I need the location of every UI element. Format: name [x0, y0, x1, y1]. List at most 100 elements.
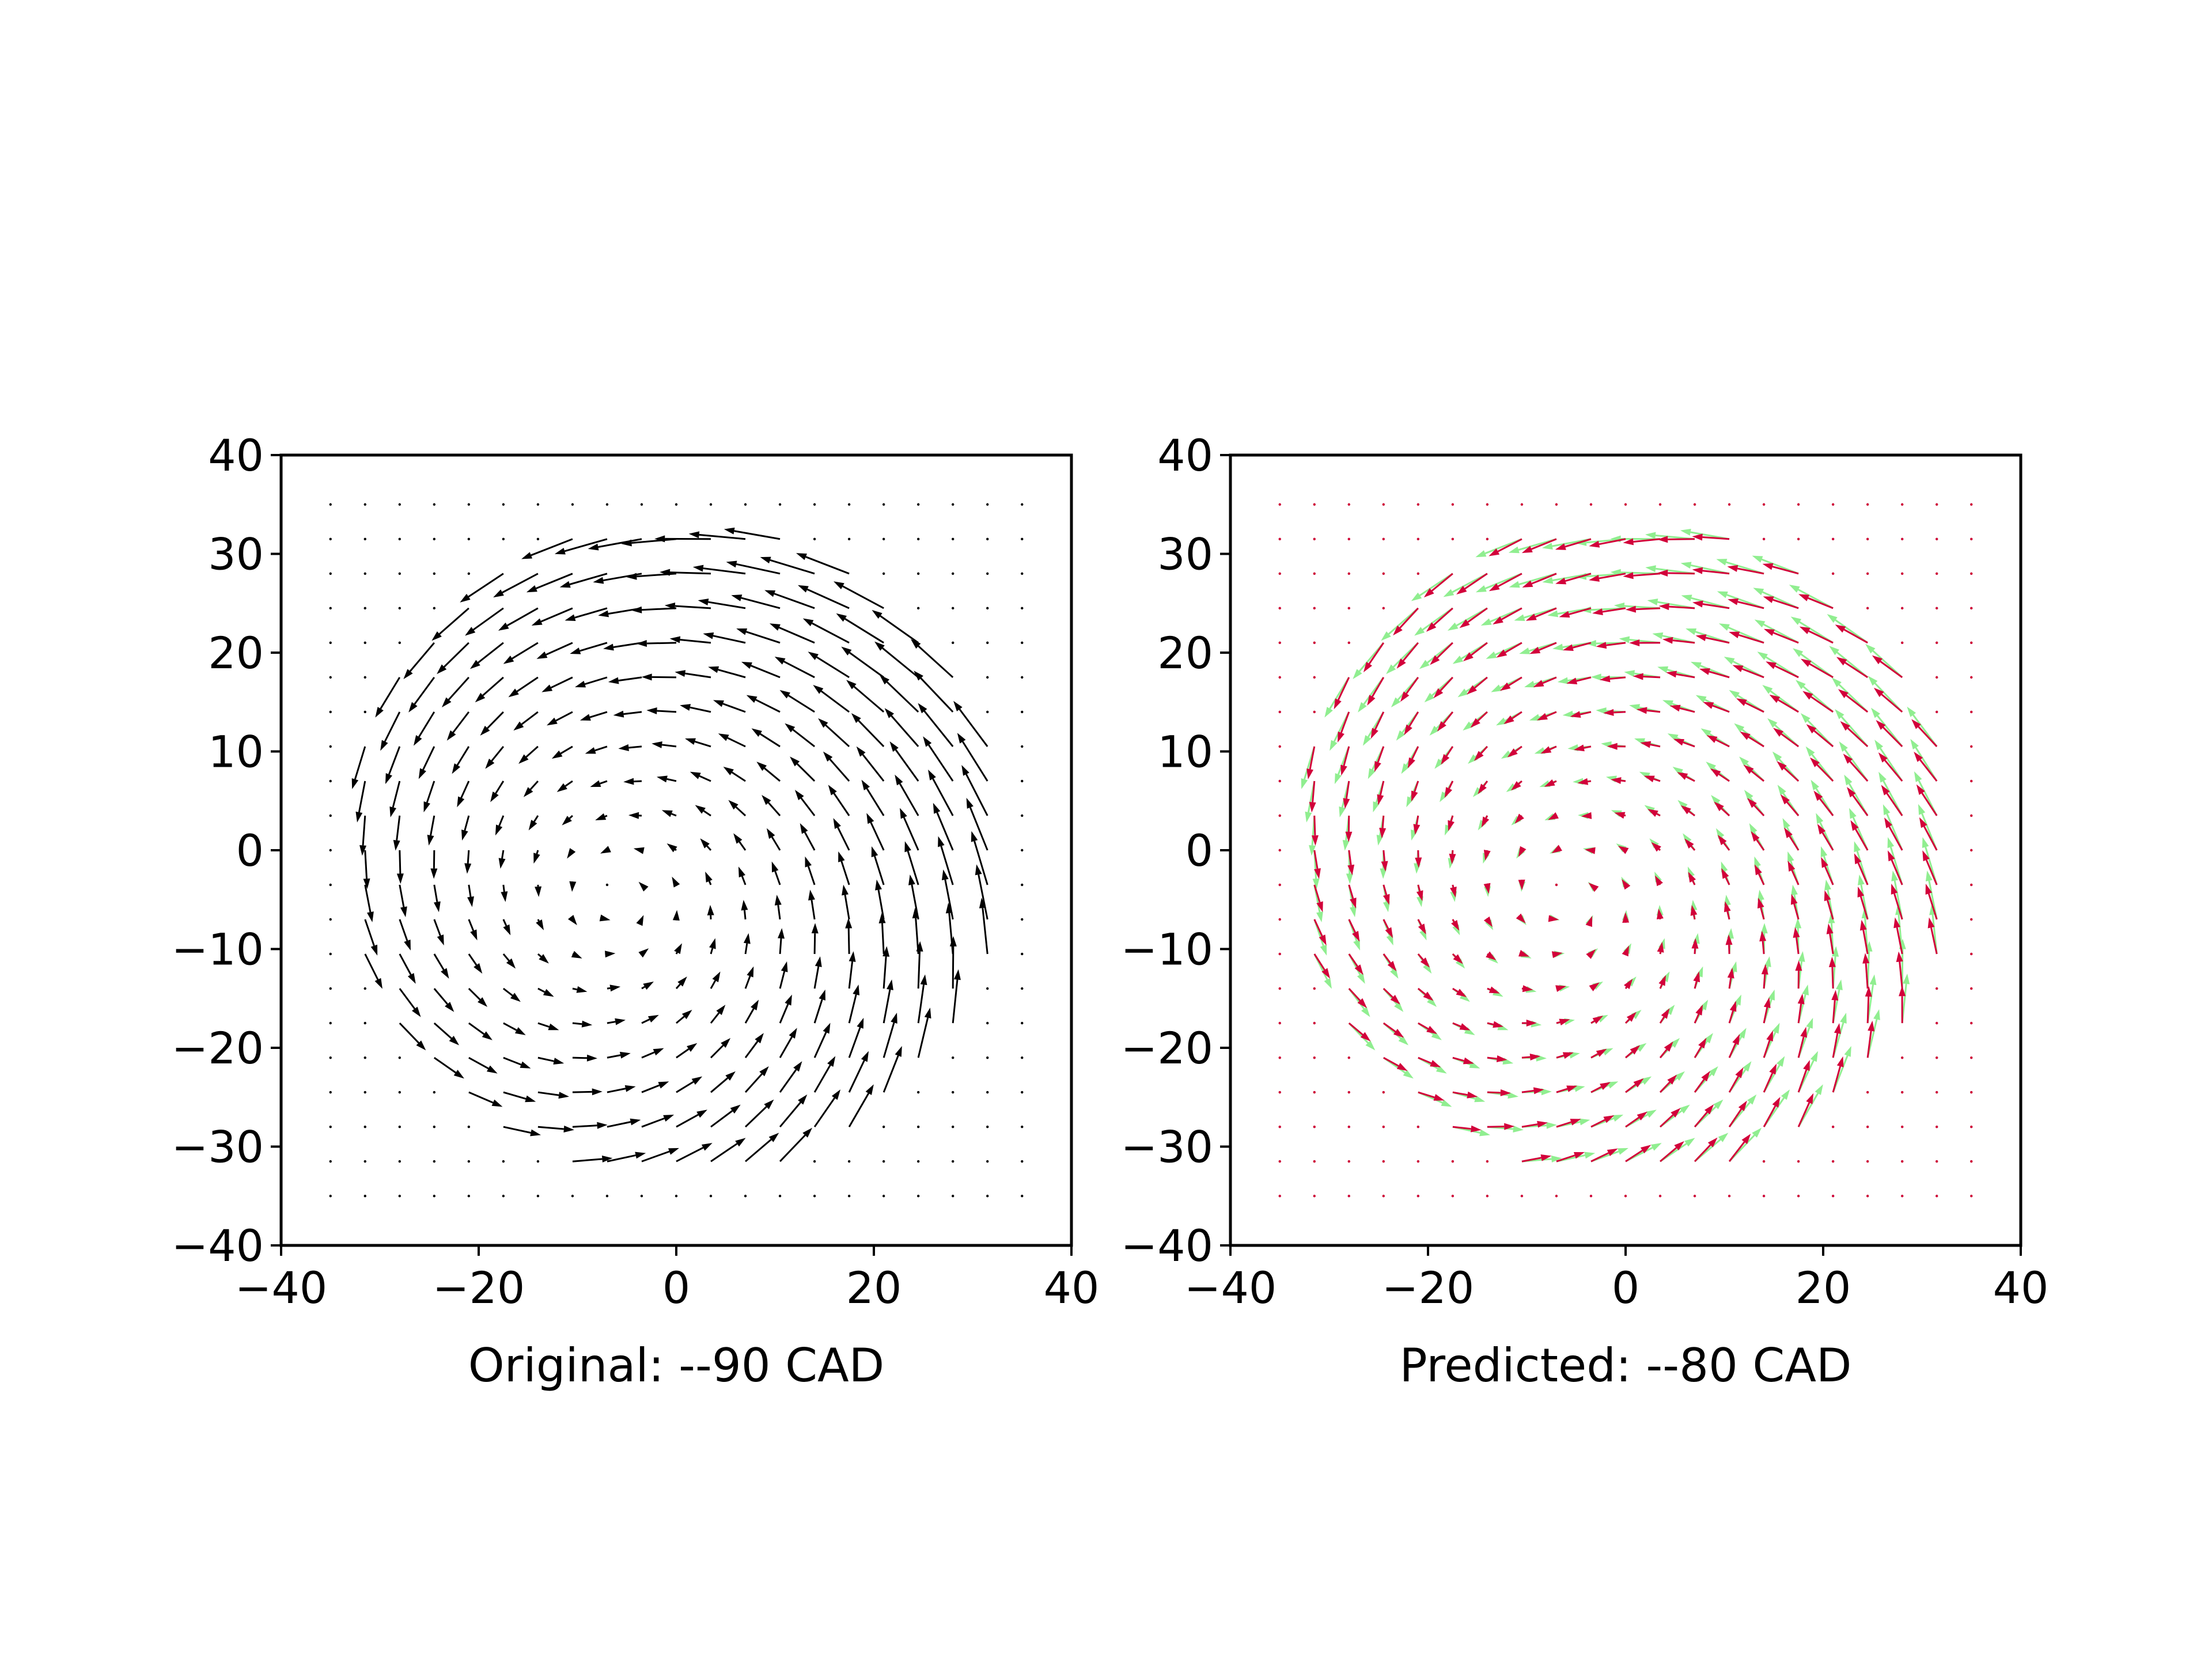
quiver-dot: [1451, 503, 1455, 506]
quiver-arrow: [1536, 711, 1557, 721]
quiver-arrow: [537, 1056, 565, 1065]
right-x-axis-label: Predicted: --80 CAD: [1399, 1339, 1851, 1392]
quiver-dot: [1901, 1160, 1904, 1163]
quiver-arrow: [1797, 1093, 1814, 1127]
quiver-dot: [1313, 537, 1316, 540]
quiver-arrow: [1585, 847, 1596, 854]
quiver-arrow: [848, 1017, 864, 1058]
quiver-arrow: [1763, 628, 1799, 644]
quiver-dot: [1970, 572, 1973, 575]
quiver-arrow: [1556, 1052, 1574, 1059]
quiver-dot: [986, 607, 989, 610]
quiver-arrow: [567, 848, 576, 859]
quiver-arrow: [1817, 824, 1834, 851]
quiver-arrow: [1763, 596, 1799, 609]
quiver-dot: [363, 641, 366, 645]
quiver-arrow: [1872, 655, 1903, 679]
quiver-arrow: [882, 979, 893, 1024]
quiver-arrow: [389, 781, 401, 817]
quiver-arrow: [641, 1014, 659, 1024]
quiver-dot: [1901, 1195, 1904, 1198]
quiver-arrow: [457, 781, 470, 808]
quiver-arrow: [437, 642, 469, 675]
quiver-arrow: [661, 810, 677, 817]
quiver-arrow: [1581, 812, 1592, 819]
quiver-arrow: [1691, 938, 1699, 955]
quiver-arrow: [537, 987, 554, 997]
quiver-dot: [329, 1126, 332, 1128]
quiver-arrow: [364, 884, 374, 923]
quiver-dot: [329, 745, 332, 748]
quiver-arrow: [537, 1022, 559, 1031]
quiver-arrow: [1487, 1055, 1508, 1062]
quiver-arrow: [1348, 988, 1368, 1009]
quiver-arrow: [631, 606, 677, 613]
quiver-arrow: [1706, 735, 1730, 748]
quiver-arrow: [779, 690, 815, 713]
quiver-arrow: [1556, 1152, 1585, 1162]
quiver-arrow: [1417, 987, 1434, 1001]
quiver-arrow: [1651, 842, 1661, 852]
quiver-arrow: [813, 685, 850, 713]
quiver-arrow: [502, 919, 511, 935]
quiver-arrow: [475, 676, 504, 703]
quiver-dot: [1970, 987, 1973, 990]
quiver-dot: [1901, 1056, 1904, 1059]
quiver-arrow: [1763, 1097, 1781, 1127]
quiver-arrow: [672, 910, 680, 921]
quiver-arrow: [690, 771, 711, 782]
quiver-arrow: [1418, 1091, 1445, 1101]
quiver-dot: [536, 537, 540, 540]
quiver-arrow: [1916, 784, 1938, 816]
quiver-arrow: [1474, 745, 1488, 761]
quiver-arrow: [1313, 919, 1327, 946]
quiver-arrow: [1777, 761, 1800, 782]
quiver-dot: [1021, 779, 1024, 783]
quiver-arrow: [818, 718, 850, 748]
quiver-arrow: [1859, 919, 1869, 955]
quiver-arrow: [1836, 657, 1868, 679]
quiver-arrow: [797, 585, 850, 609]
quiver-arrow: [1521, 538, 1557, 553]
quiver-arrow: [399, 919, 411, 951]
quiver-arrow: [641, 1147, 679, 1162]
quiver-arrow: [1551, 951, 1563, 959]
quiver-dot: [640, 1195, 643, 1198]
quiver-arrow: [607, 1152, 646, 1162]
quiver-arrow: [1623, 538, 1661, 546]
quiver-dot: [1278, 987, 1281, 990]
left-quiver-panel: −40 −20 0 20 40 −40 −30 −20 −10 0 10 20 30 40 Origin…: [172, 430, 1100, 1392]
quiver-arrow: [1347, 850, 1355, 876]
quiver-arrow: [641, 1115, 675, 1128]
quiver-arrow: [779, 1061, 802, 1093]
quiver-arrow: [1417, 953, 1430, 968]
quiver-dot: [329, 987, 332, 990]
quiver-dot: [882, 1126, 885, 1128]
quiver-arrow: [1728, 1034, 1740, 1058]
quiver-arrow: [779, 994, 792, 1024]
quiver-dot: [1313, 1195, 1316, 1198]
quiver-arrow: [641, 1048, 664, 1059]
quiver-arrow: [503, 642, 539, 664]
quiver-arrow: [562, 815, 573, 825]
quiver-arrow: [636, 640, 677, 647]
quiver-dot: [467, 572, 471, 575]
quiver-dot: [433, 1090, 436, 1094]
quiver-dot: [1313, 1021, 1316, 1025]
quiver-dot: [916, 572, 920, 575]
quiver-arrow: [1437, 711, 1454, 732]
quiver-arrow: [744, 1033, 764, 1059]
quiver-dot: [1021, 987, 1024, 990]
quiver-arrow: [493, 573, 539, 598]
quiver-arrow: [764, 590, 815, 609]
quiver-arrow: [503, 1056, 531, 1069]
quiver-dot: [363, 1056, 366, 1059]
quiver-arrow: [468, 1022, 493, 1040]
quiver-dot: [1021, 1021, 1024, 1025]
quiver-arrow: [1692, 600, 1730, 609]
quiver-arrow: [813, 1022, 831, 1058]
quiver-arrow: [802, 618, 850, 644]
quiver-arrow: [1374, 746, 1385, 772]
y-tick-label: −40: [172, 1220, 264, 1271]
quiver-dot: [502, 537, 505, 540]
